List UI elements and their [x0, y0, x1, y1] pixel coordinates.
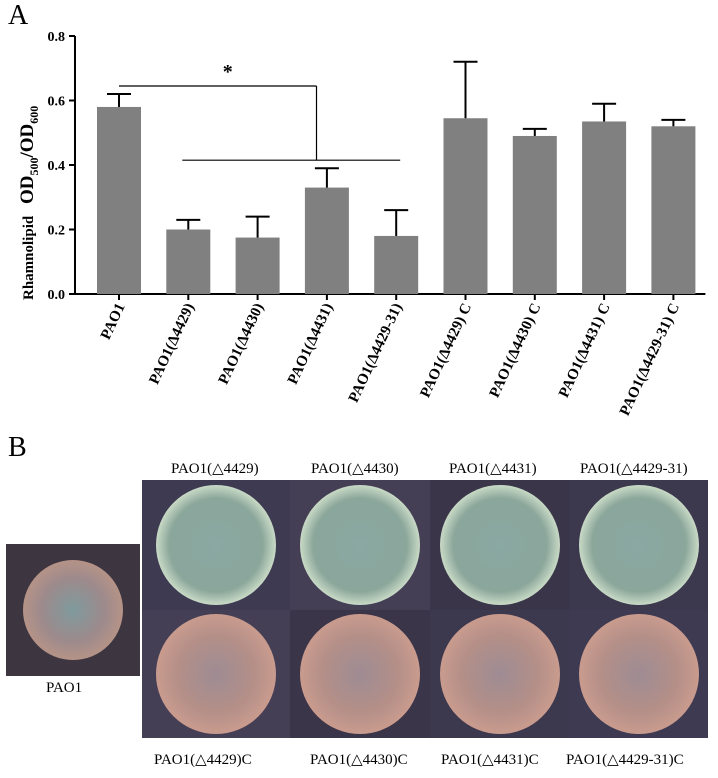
bar [651, 126, 696, 294]
top-label-1: PAO1(△4429) [171, 461, 259, 477]
top-label-4: PAO1(△4429-31) [580, 461, 688, 477]
panel-a-label: A [8, 0, 29, 31]
x-tick-label: PAO1(Δ4429-31) [346, 301, 406, 405]
bar [582, 121, 627, 295]
bottom-label-2: PAO1(△4430)C [310, 752, 408, 768]
significance-bracket: * [119, 61, 401, 161]
bar [512, 135, 557, 294]
y-axis-label-prefix: Rhamnolipid [21, 215, 37, 300]
x-tick-label: PAO1(Δ4431) [285, 301, 336, 387]
bottom-label-1: PAO1(△4429)C [154, 752, 252, 768]
complemented-colony [579, 614, 699, 734]
mutant-colony [156, 485, 276, 605]
x-tick-label: PAO1(Δ4429) [146, 301, 197, 387]
y-tick-label: 0.4 [48, 159, 66, 174]
bar [97, 106, 141, 294]
x-tick-label: PAO1(Δ4429) C [418, 301, 476, 400]
y-tick-label: 0.2 [48, 224, 66, 239]
bottom-label-4: PAO1(△4429-31)C [566, 752, 684, 768]
bar [374, 235, 419, 294]
chart-bars [97, 106, 696, 295]
y-tick-label: 0.6 [48, 95, 66, 110]
bottom-label-3: PAO1(△4431)C [441, 752, 539, 768]
x-tick-label: PAO1(Δ4430) C [487, 301, 545, 400]
y-axis-label-slash: / [17, 152, 38, 159]
bar [304, 187, 349, 294]
bar [166, 229, 211, 294]
y-axis-label-od1: OD [17, 176, 38, 205]
top-label-3: PAO1(△4431) [449, 461, 537, 477]
bar-chart: 0.0 0.2 0.4 0.6 0.8 * PAO1 PAO1(Δ4429) PAO1(Δ4… [17, 30, 706, 418]
complemented-colony [156, 614, 276, 734]
complemented-colony [440, 614, 560, 734]
mutant-colony [300, 485, 420, 605]
mutant-colony [440, 485, 560, 605]
wt-colony [23, 560, 123, 660]
x-tick-label: PAO1(Δ4429-31) C [617, 301, 683, 418]
chart-error-bars [107, 60, 686, 238]
y-axis-label: Rhamnolipid OD500/OD600 [17, 106, 41, 300]
y-axis-label-sub2: 600 [27, 106, 41, 124]
top-label-2: PAO1(△4430) [311, 461, 399, 477]
mutant-colony [579, 485, 699, 605]
y-axis-label-sub1: 500 [27, 158, 41, 176]
wt-plate [6, 544, 140, 676]
y-tick-label: 0.8 [48, 30, 66, 45]
x-tick-label: PAO1(Δ4430) [216, 301, 267, 387]
wt-plate-label: PAO1 [46, 680, 83, 696]
y-tick-label: 0.0 [48, 288, 66, 303]
x-tick-label: PAO1(Δ4431) C [556, 301, 614, 400]
chart-tick-labels: PAO1 PAO1(Δ4429) PAO1(Δ4430) PAO1(Δ4431) PAO… [98, 301, 683, 418]
x-tick-label: PAO1 [98, 301, 129, 342]
panel-b-label: B [8, 432, 27, 463]
sig-star: * [223, 61, 233, 83]
bar [235, 237, 280, 294]
bar [443, 118, 488, 294]
complemented-colony [300, 614, 420, 734]
y-axis-label-od2: OD [17, 124, 38, 153]
